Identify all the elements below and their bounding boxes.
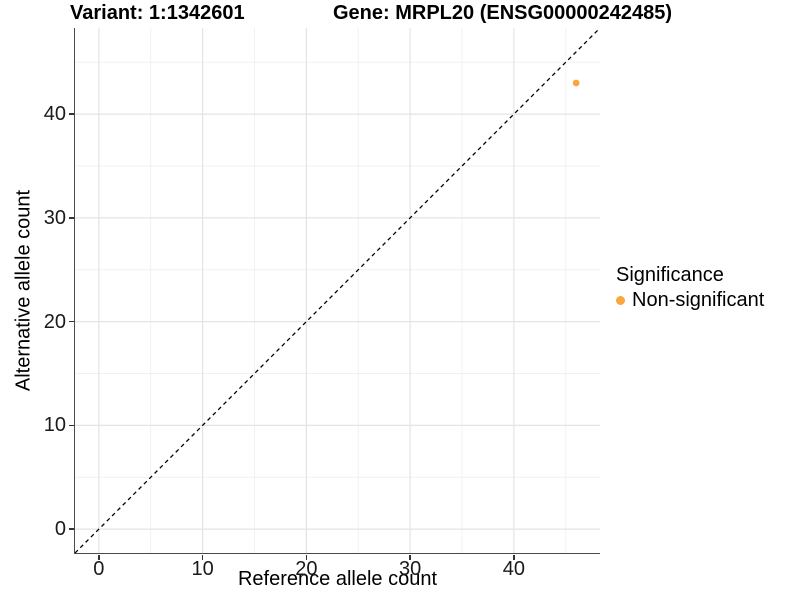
legend-title: Significance bbox=[616, 264, 724, 286]
x-tick-label: 30 bbox=[399, 558, 422, 580]
x-tick-label: 40 bbox=[502, 558, 525, 580]
y-tick-mark bbox=[68, 113, 74, 115]
plot-panel bbox=[73, 28, 600, 554]
identity-line bbox=[74, 28, 600, 553]
x-tick-label: 0 bbox=[93, 558, 105, 580]
x-axis-label: Reference allele count bbox=[237, 568, 437, 590]
series-non-significant bbox=[572, 79, 580, 87]
x-tick-label: 20 bbox=[295, 558, 318, 580]
x-tick-mark bbox=[305, 554, 308, 560]
x-tick-mark bbox=[513, 554, 515, 560]
y-tick-label: 40 bbox=[43, 103, 66, 126]
y-tick-mark bbox=[68, 320, 74, 323]
legend-point-icon bbox=[616, 296, 625, 305]
grid-minor bbox=[74, 28, 600, 553]
data-point bbox=[572, 79, 580, 87]
variant-title: Variant: 1:1342601 bbox=[70, 2, 245, 24]
x-tick-mark bbox=[409, 554, 411, 560]
x-tick-mark bbox=[98, 554, 100, 560]
x-tick-label: 10 bbox=[191, 558, 214, 580]
legend-item-label: Non-significant bbox=[632, 289, 765, 311]
y-tick-mark bbox=[68, 528, 74, 530]
y-tick-label: 30 bbox=[43, 206, 66, 229]
gene-title: Gene: MRPL20 (ENSG00000242485) bbox=[333, 2, 673, 24]
y-tick-mark bbox=[68, 217, 74, 219]
y-tick-label: 0 bbox=[54, 518, 66, 541]
legend-item-non-significant: Non-significant bbox=[616, 289, 764, 312]
plot-canvas bbox=[74, 28, 600, 553]
y-tick-label: 10 bbox=[43, 414, 66, 437]
x-tick-mark bbox=[201, 554, 204, 560]
legend: Significance Non-significant bbox=[616, 263, 764, 312]
y-tick-label: 20 bbox=[43, 310, 66, 333]
y-tick-mark bbox=[68, 424, 74, 427]
grid-major bbox=[74, 28, 600, 553]
